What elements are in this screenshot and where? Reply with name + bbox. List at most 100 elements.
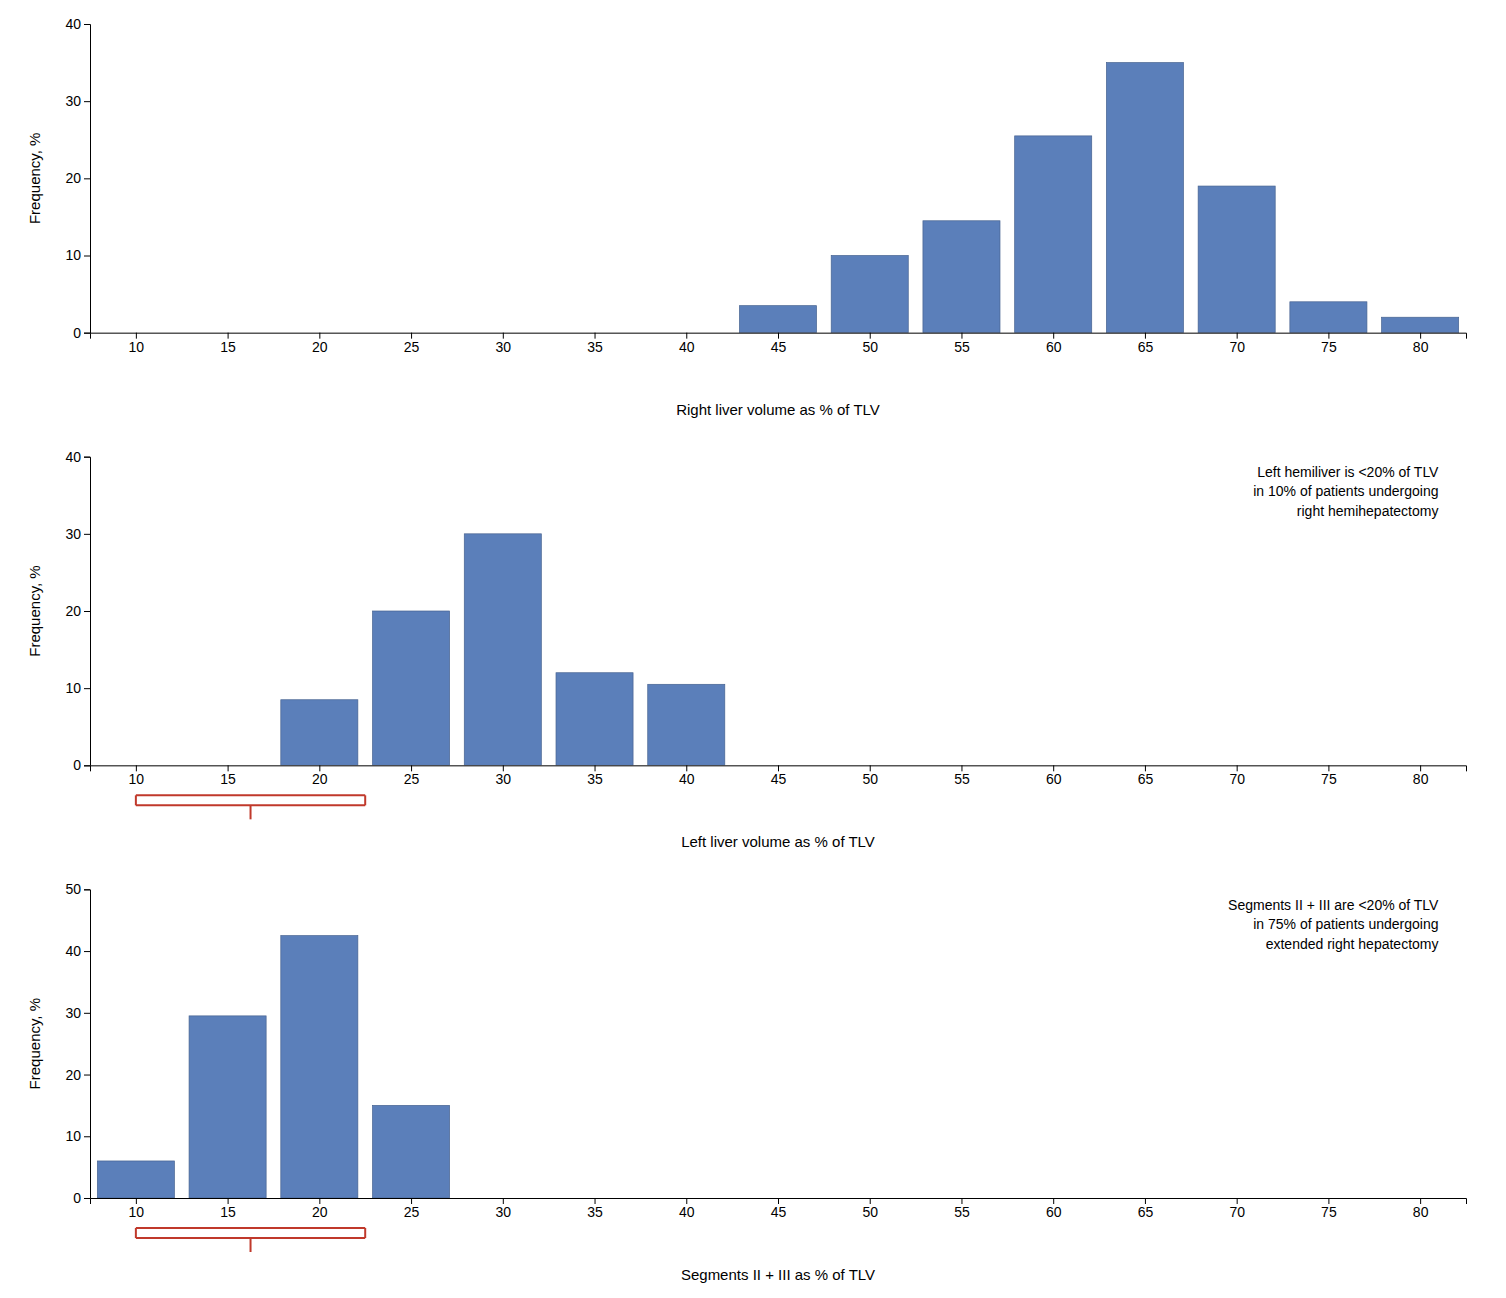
tick: 30 — [496, 333, 512, 355]
bracket-line — [136, 1227, 365, 1229]
tick-label: 60 — [1046, 339, 1062, 355]
y-axis: 010203040 — [65, 449, 90, 774]
tick: 10 — [65, 1128, 90, 1144]
tick-label: 60 — [1046, 771, 1062, 787]
tick: 20 — [65, 1067, 90, 1083]
x-axis-title: Right liver volume as % of TLV — [676, 401, 880, 418]
tick-mark — [84, 333, 90, 334]
tick-label: 30 — [496, 339, 512, 355]
tick: 15 — [220, 765, 236, 787]
bracket-line — [135, 795, 137, 805]
tick-mark — [84, 1136, 90, 1137]
x-axis: 101520253035404550556065707580 — [91, 1198, 1467, 1220]
tick-label: 40 — [65, 16, 81, 32]
tick-mark — [84, 889, 90, 890]
x-axis: 101520253035404550556065707580 — [91, 333, 1467, 355]
bar — [189, 1016, 266, 1198]
tick: 0 — [73, 325, 90, 341]
tick: 10 — [129, 333, 145, 355]
tick-label: 40 — [679, 1204, 695, 1220]
tick-mark — [84, 1198, 90, 1199]
tick: 40 — [679, 333, 695, 355]
y-axis-title: Frequency, % — [26, 565, 43, 656]
tick-label: 10 — [129, 771, 145, 787]
tick-label: 80 — [1413, 339, 1429, 355]
tick: 35 — [587, 1198, 603, 1220]
bar — [1106, 63, 1183, 333]
tick-label: 45 — [771, 1204, 787, 1220]
bracket-line — [250, 1238, 252, 1252]
tick-label: 50 — [65, 881, 81, 897]
bracket-line — [135, 1228, 137, 1238]
annotation-line: extended right hepatectomy — [1266, 936, 1439, 952]
tick-label: 55 — [954, 1204, 970, 1220]
tick: 65 — [1138, 333, 1154, 355]
tick: 80 — [1413, 333, 1429, 355]
tick-label: 50 — [862, 339, 878, 355]
tick: 25 — [404, 1198, 420, 1220]
tick-label: 25 — [404, 339, 420, 355]
bracket-line — [364, 795, 366, 805]
tick-mark — [84, 178, 90, 179]
bar — [97, 1161, 174, 1198]
tick-label: 50 — [862, 771, 878, 787]
tick-label: 30 — [65, 526, 81, 542]
tick-label: 20 — [65, 170, 81, 186]
tick: 50 — [862, 333, 878, 355]
tick-label: 20 — [312, 771, 328, 787]
tick-label: 65 — [1138, 339, 1154, 355]
bracket-line — [364, 1228, 366, 1238]
tick-label: 10 — [65, 247, 81, 263]
tick: 30 — [496, 765, 512, 787]
axis-line — [84, 457, 91, 766]
tick: 10 — [65, 247, 90, 263]
tick-label: 20 — [65, 1067, 81, 1083]
tick: 60 — [1046, 333, 1062, 355]
tick: 75 — [1321, 333, 1337, 355]
tick-label: 70 — [1229, 339, 1245, 355]
tick-mark — [84, 1075, 90, 1076]
tick-label: 65 — [1138, 1204, 1154, 1220]
x-axis-title: Segments II + III as % of TLV — [681, 1266, 875, 1283]
tick: 30 — [65, 526, 90, 542]
tick: 25 — [404, 333, 420, 355]
bar — [739, 306, 816, 333]
tick-label: 15 — [220, 771, 236, 787]
panel: 101520253035404550556065707580010203040R… — [26, 16, 1467, 418]
tick-label: 35 — [587, 771, 603, 787]
bar — [464, 534, 541, 766]
tick: 35 — [587, 333, 603, 355]
annotation-line: Segments II + III are <20% of TLV — [1228, 897, 1439, 913]
tick: 80 — [1413, 1198, 1429, 1220]
tick-mark — [84, 101, 90, 102]
tick: 10 — [129, 765, 145, 787]
tick: 30 — [496, 1198, 512, 1220]
tick: 70 — [1229, 1198, 1245, 1220]
tick: 50 — [862, 765, 878, 787]
tick-label: 15 — [220, 1204, 236, 1220]
tick-mark — [84, 765, 90, 766]
annotation: Segments II + III are <20% of TLVin 75% … — [1228, 897, 1439, 952]
tick-label: 75 — [1321, 1204, 1337, 1220]
tick-label: 30 — [496, 771, 512, 787]
tick-mark — [84, 951, 90, 952]
tick-label: 10 — [129, 1204, 145, 1220]
tick-label: 20 — [312, 339, 328, 355]
bars — [97, 936, 449, 1198]
tick: 55 — [954, 333, 970, 355]
tick-label: 40 — [65, 449, 81, 465]
tick-mark — [84, 1013, 90, 1014]
tick-label: 75 — [1321, 339, 1337, 355]
tick: 60 — [1046, 765, 1062, 787]
panel: 1015202530354045505560657075800102030405… — [26, 881, 1467, 1283]
tick: 40 — [679, 765, 695, 787]
bars — [739, 63, 1458, 333]
bar — [648, 684, 725, 765]
tick: 75 — [1321, 765, 1337, 787]
tick-mark — [84, 457, 90, 458]
y-axis: 010203040 — [65, 16, 90, 341]
tick: 40 — [65, 943, 90, 959]
tick-label: 25 — [404, 1204, 420, 1220]
tick: 0 — [73, 1190, 90, 1206]
tick: 20 — [312, 333, 328, 355]
